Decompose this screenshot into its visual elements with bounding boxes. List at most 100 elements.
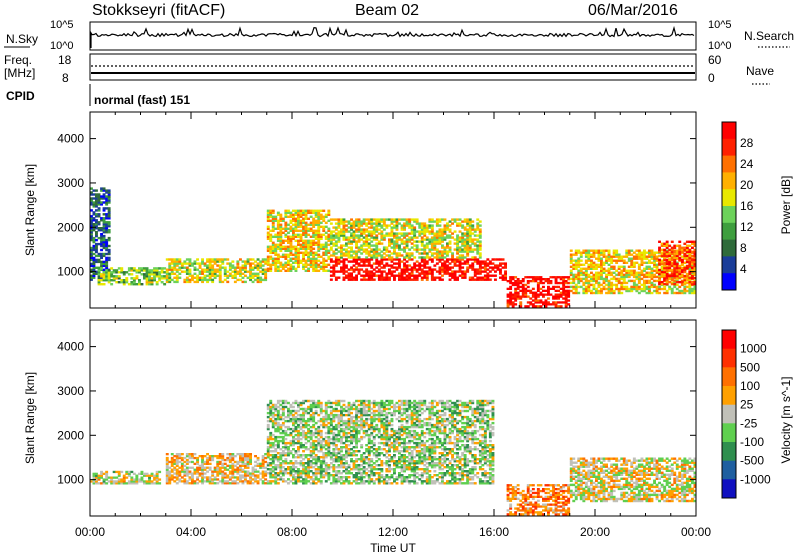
power-cell [673,246,677,249]
power-cell [476,238,480,241]
power-cell [140,283,144,286]
power-cell [294,257,298,260]
power-cell [259,264,263,267]
power-cell [279,261,283,264]
power-cell [600,291,603,295]
power-cell [244,264,247,267]
power-cell [251,274,255,277]
power-cell [547,291,550,294]
power-cell [372,226,376,229]
velocity-cell [292,462,295,465]
power-cell [597,281,601,285]
power-cell [314,251,318,254]
velocity-cell [309,399,313,403]
velocity-cell [246,460,250,464]
velocity-cell [130,482,134,485]
power-cell [653,263,656,266]
power-cell [337,240,341,243]
power-cell [340,270,343,273]
power-cell [645,279,649,283]
power-cell [683,282,687,286]
power-cell [569,269,573,272]
power-cell [334,226,338,229]
power-cell [329,222,333,225]
power-cell [360,248,364,251]
velocity-cell [228,476,232,479]
power-cell [297,219,300,222]
power-cell [312,253,316,256]
power-cell [208,268,212,271]
power-cell [347,240,351,243]
power-colorbar-tick: 8 [740,241,747,255]
power-cell [554,305,558,308]
power-cell [385,278,389,281]
power-cell [203,276,207,279]
power-cell [486,264,490,267]
power-cell [398,236,401,239]
velocity-cell [327,466,331,469]
power-cell [693,289,697,293]
power-cell [294,251,298,254]
velocity-cell [314,456,318,459]
power-cell [102,219,106,222]
velocity-cell [201,478,204,481]
power-cell [201,268,204,271]
power-cell [675,291,679,295]
velocity-cell [158,470,162,474]
velocity-cell [317,399,321,403]
power-cell [597,263,601,266]
power-cell [600,271,603,274]
velocity-cell [302,399,305,403]
power-cell [612,251,616,254]
velocity-cell [276,441,280,445]
power-cell [577,257,581,260]
power-cell [241,264,245,267]
power-cell [663,274,667,278]
power-cell [105,275,109,278]
power-cell [342,252,346,255]
power-cell [390,232,394,235]
velocity-cell [302,425,305,429]
velocity-cell [322,444,326,447]
power-cell [324,245,328,248]
power-cell [178,262,182,265]
velocity-cell [211,480,215,483]
power-cell [544,289,548,292]
power-cell [380,278,384,281]
power-cell [405,276,409,279]
power-cell [458,240,462,243]
power-cell [309,241,313,244]
power-cell [630,287,634,291]
power-cell [403,218,406,221]
power-cell [355,236,358,239]
power-cell [362,274,366,277]
power-cell [173,266,177,269]
velocity-cell [241,460,245,464]
power-cell [564,291,568,294]
power-cell [496,264,500,267]
velocity-cell [183,482,187,485]
power-cell [299,247,303,250]
velocity-cell [196,472,199,475]
velocity-cell [309,441,313,445]
power-cell [382,256,386,259]
power-cell [274,261,278,264]
velocity-cell [269,450,273,453]
power-cell [132,283,136,286]
power-cell [605,255,608,258]
power-cell [206,274,209,277]
velocity-cell [211,455,215,458]
power-cell [160,277,164,280]
power-cell [425,266,429,269]
power-cell [395,254,399,257]
power-cell [90,254,93,258]
velocity-cell [233,468,237,471]
power-cell [284,221,288,224]
velocity-cell [281,474,285,477]
power-cell [90,199,93,202]
power-cell [370,272,374,275]
power-cell [317,265,321,268]
power-cell [367,260,371,263]
power-cell [622,277,626,281]
velocity-cell [299,417,303,421]
